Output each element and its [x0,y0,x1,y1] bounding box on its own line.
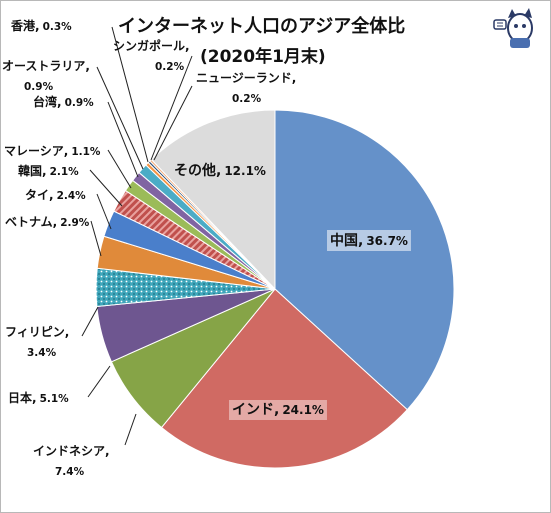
chart-title: インターネット人口のアジア全体比 [118,16,406,37]
leader-line-3 [124,413,137,446]
chart-subtitle: (2020年1月末) [200,47,326,67]
leader-line-6 [90,220,102,257]
leader-line-8 [89,169,123,207]
data-label-1: 中国, 36.7% [330,232,408,249]
data-label-4: 日本, 5.1% [8,390,69,405]
pie-slice-1 [274,109,455,411]
data-label-box-2 [229,400,327,420]
leader-line-14 [153,85,193,161]
data-label-10: 台湾, 0.9% [33,94,94,109]
leader-line-11 [96,66,144,170]
data-label-6: ベトナム, 2.9% [5,215,90,229]
leader-line-9 [107,149,132,189]
data-label-3: インドネシア, 7.4% [33,444,110,478]
data-label-box-1 [327,230,411,251]
data-label-2: インド, 24.1% [232,402,324,418]
data-label-14: ニュージーランド, 0.2% [196,71,296,105]
leader-line-13 [150,55,193,161]
data-label-9: マレーシア, 1.1% [4,144,101,158]
leader-line-4 [87,365,111,398]
leader-line-7 [96,193,112,230]
data-label-8: 韓国, 2.1% [18,163,79,178]
leader-line-10 [107,101,139,178]
mascot-icon [493,8,533,48]
pie-slice-15 [150,109,276,291]
data-label-12: 香港, 0.3% [10,18,72,33]
data-label-13: シンガポール, 0.2% [113,38,190,73]
leader-line-12 [111,26,149,163]
data-label-7: タイ, 2.4% [25,188,86,202]
data-label-11: オーストラリア, 0.9% [2,59,90,93]
pie-slice-2 [160,288,408,469]
leader-line-5 [81,306,99,337]
data-label-15: その他, 12.1% [174,162,266,179]
data-label-5: フィリピン, 3.4% [5,325,69,359]
